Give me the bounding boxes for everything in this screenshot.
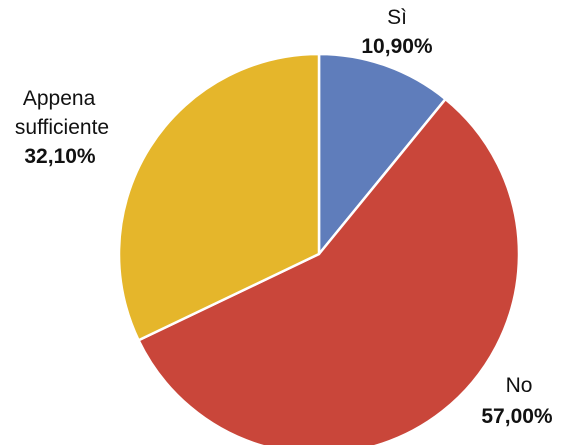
slice-label-no-line-1: No [506,374,533,397]
slice-label-appena-sufficiente: Appena sufficiente [15,87,109,139]
pie-slice-appena-sufficiente [117,52,321,342]
slice-label-appena-sufficiente-line-1: Appena [23,87,96,110]
pie-slice-no [137,97,521,445]
pie-slices [117,52,521,445]
slice-value-si: 10,90% [361,35,433,58]
slice-label-si: Sì [387,6,407,29]
slice-label-no: No [506,374,533,397]
pie-slice-si [317,52,447,256]
slice-label-appena-sufficiente-line-2: sufficiente [15,116,109,139]
slice-value-no: 57,00% [481,405,553,428]
slice-value-appena-sufficiente: 32,10% [24,145,96,168]
slice-label-si-line-1: Sì [387,6,407,29]
